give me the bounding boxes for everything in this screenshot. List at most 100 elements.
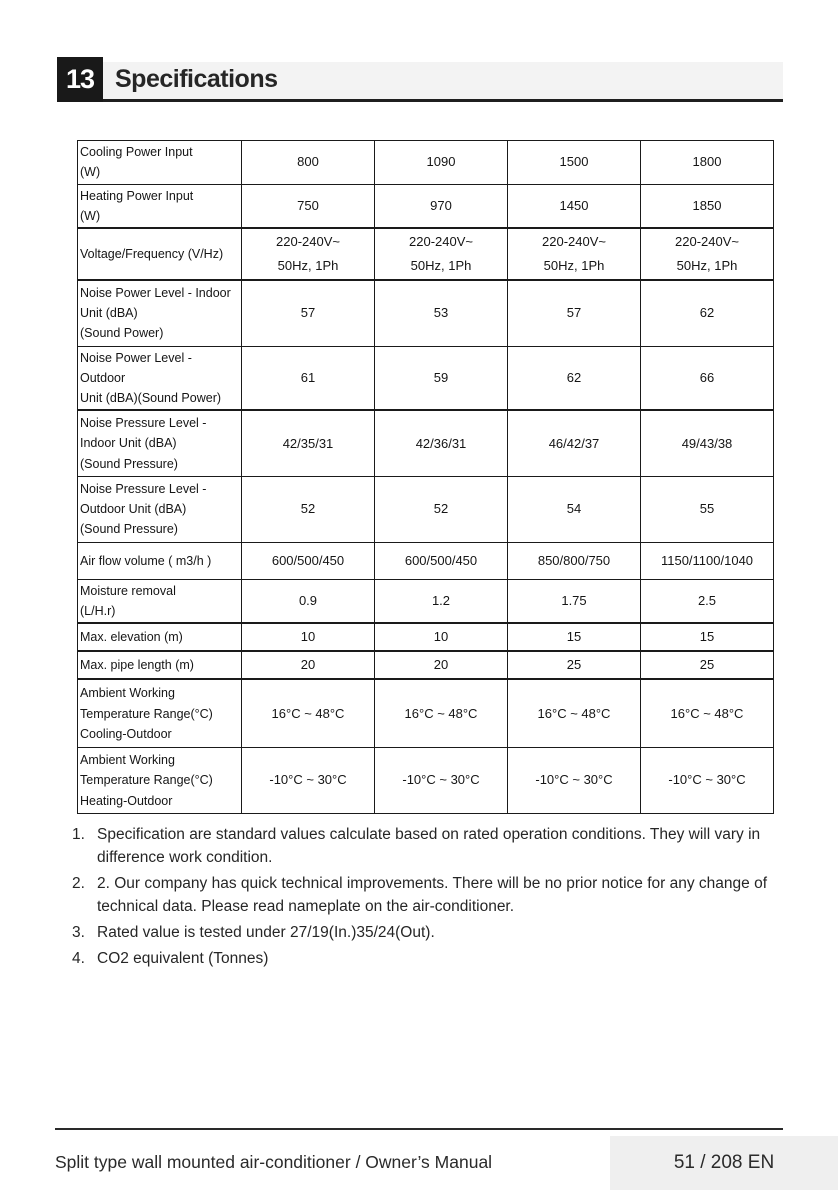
- spec-label-cell: Ambient Working Temperature Range(°C) Co…: [77, 678, 242, 748]
- spec-value-cell: -10°C ~ 30°C: [374, 746, 508, 814]
- spec-value-cell: 1850: [640, 183, 774, 229]
- note-number: 3.: [72, 924, 85, 941]
- spec-label-cell: Max. elevation (m): [77, 622, 242, 653]
- spec-value-cell: 25: [507, 650, 641, 681]
- spec-value-cell: 16°C ~ 48°C: [640, 678, 774, 748]
- spec-label-cell: Voltage/Frequency (V/Hz): [77, 227, 242, 282]
- section-number: 13: [65, 64, 95, 94]
- note-text: Specification are standard values calcul…: [97, 826, 761, 866]
- table-row: Ambient Working Temperature Range(°C) Co…: [77, 678, 774, 748]
- spec-value-cell: 970: [374, 183, 508, 229]
- spec-value-cell: 16°C ~ 48°C: [507, 678, 641, 748]
- section-title: Specifications: [115, 65, 278, 93]
- spec-label-cell: Max. pipe length (m): [77, 650, 242, 681]
- note-text: 2. Our company has quick technical impro…: [97, 875, 767, 915]
- spec-value-cell: 62: [507, 345, 641, 412]
- table-row: Heating Power Input (W) 750 970 1450 1850: [77, 183, 774, 229]
- spec-value-cell: 25: [640, 650, 774, 681]
- spec-value-cell: 600/500/450: [241, 541, 375, 580]
- table-row: Noise Pressure Level - Indoor Unit (dBA)…: [77, 409, 774, 477]
- spec-label-cell: Noise Pressure Level - Outdoor Unit (dBA…: [77, 475, 242, 543]
- spec-value-cell: 10: [241, 622, 375, 653]
- spec-value-cell: 15: [640, 622, 774, 653]
- spec-value-cell: 49/43/38: [640, 409, 774, 477]
- section-number-box: 13: [57, 57, 103, 102]
- spec-value-cell: 10: [374, 622, 508, 653]
- spec-value-cell: 62: [640, 279, 774, 347]
- spec-value-cell: 1500: [507, 140, 641, 185]
- spec-value-cell: 750: [241, 183, 375, 229]
- spec-value-cell: 800: [241, 140, 375, 185]
- spec-value-cell: 220-240V~ 50Hz, 1Ph: [241, 227, 375, 282]
- specs-table-body: Cooling Power Input (W) 800 1090 1500 1800 He…: [77, 140, 774, 814]
- spec-label-cell: Noise Power Level - Outdoor Unit (dBA)(S…: [77, 345, 242, 412]
- spec-label-cell: Cooling Power Input (W): [77, 140, 242, 185]
- table-row: Noise Pressure Level - Outdoor Unit (dBA…: [77, 475, 774, 543]
- footer-title: Split type wall mounted air-conditioner …: [55, 1152, 493, 1172]
- specs-table-wrap: Cooling Power Input (W) 800 1090 1500 1800 He…: [77, 140, 774, 814]
- spec-value-cell: 1450: [507, 183, 641, 229]
- table-row: Moisture removal (L/H.r) 0.9 1.2 1.75 2.5: [77, 578, 774, 625]
- note-text: Rated value is tested under 27/19(In.)35…: [97, 924, 435, 941]
- spec-label-cell: Heating Power Input (W): [77, 183, 242, 229]
- spec-value-cell: 220-240V~ 50Hz, 1Ph: [507, 227, 641, 282]
- spec-value-cell: 600/500/450: [374, 541, 508, 580]
- table-row: Noise Power Level - Outdoor Unit (dBA)(S…: [77, 345, 774, 412]
- spec-label-cell: Ambient Working Temperature Range(°C) He…: [77, 746, 242, 814]
- spec-value-cell: 53: [374, 279, 508, 347]
- note-number: 2.: [72, 875, 85, 892]
- spec-value-cell: 1.2: [374, 578, 508, 625]
- spec-value-cell: -10°C ~ 30°C: [640, 746, 774, 814]
- table-row: Ambient Working Temperature Range(°C) He…: [77, 746, 774, 814]
- table-row: Max. pipe length (m) 20 20 25 25: [77, 650, 774, 681]
- spec-value-cell: -10°C ~ 30°C: [507, 746, 641, 814]
- spec-value-cell: 16°C ~ 48°C: [374, 678, 508, 748]
- note-item: 4. CO2 equivalent (Tonnes): [60, 947, 786, 970]
- page-number: 51 / 208 EN: [673, 1152, 775, 1173]
- spec-value-cell: 2.5: [640, 578, 774, 625]
- spec-value-cell: 59: [374, 345, 508, 412]
- spec-value-cell: 20: [374, 650, 508, 681]
- spec-value-cell: 15: [507, 622, 641, 653]
- spec-value-cell: 20: [241, 650, 375, 681]
- spec-value-cell: 66: [640, 345, 774, 412]
- spec-value-cell: 16°C ~ 48°C: [241, 678, 375, 748]
- spec-value-cell: 61: [241, 345, 375, 412]
- spec-value-cell: 1.75: [507, 578, 641, 625]
- spec-value-cell: 850/800/750: [507, 541, 641, 580]
- spec-value-cell: 54: [507, 475, 641, 543]
- spec-value-cell: 1800: [640, 140, 774, 185]
- spec-value-cell: 57: [241, 279, 375, 347]
- spec-value-cell: 46/42/37: [507, 409, 641, 477]
- spec-label-cell: Moisture removal (L/H.r): [77, 578, 242, 625]
- table-row: Air flow volume ( m3/h ) 600/500/450 600/5…: [77, 541, 774, 580]
- notes-list: 1. Specification are standard values calc…: [60, 823, 786, 973]
- table-row: Max. elevation (m) 10 10 15 15: [77, 622, 774, 653]
- spec-value-cell: 0.9: [241, 578, 375, 625]
- table-row: Voltage/Frequency (V/Hz) 220-240V~ 50Hz, …: [77, 227, 774, 282]
- spec-label-cell: Air flow volume ( m3/h ): [77, 541, 242, 580]
- spec-value-cell: 55: [640, 475, 774, 543]
- specs-table: Cooling Power Input (W) 800 1090 1500 1800 He…: [77, 140, 774, 814]
- spec-value-cell: 220-240V~ 50Hz, 1Ph: [640, 227, 774, 282]
- spec-value-cell: 1150/1100/1040: [640, 541, 774, 580]
- spec-value-cell: 52: [241, 475, 375, 543]
- spec-value-cell: 220-240V~ 50Hz, 1Ph: [374, 227, 508, 282]
- table-row: Cooling Power Input (W) 800 1090 1500 1800: [77, 140, 774, 185]
- spec-value-cell: -10°C ~ 30°C: [241, 746, 375, 814]
- spec-label-cell: Noise Power Level - Indoor Unit (dBA) (S…: [77, 279, 242, 347]
- page-number-box: 51 / 208 EN: [610, 1136, 838, 1190]
- spec-value-cell: 42/35/31: [241, 409, 375, 477]
- spec-value-cell: 57: [507, 279, 641, 347]
- table-row: Noise Power Level - Indoor Unit (dBA) (S…: [77, 279, 774, 347]
- note-item: 1. Specification are standard values calc…: [60, 823, 786, 869]
- spec-value-cell: 42/36/31: [374, 409, 508, 477]
- note-item: 2. 2. Our company has quick technical imp…: [60, 872, 786, 918]
- spec-value-cell: 1090: [374, 140, 508, 185]
- note-number: 4.: [72, 950, 85, 967]
- note-number: 1.: [72, 826, 85, 843]
- spec-label-cell: Noise Pressure Level - Indoor Unit (dBA)…: [77, 409, 242, 477]
- note-text: CO2 equivalent (Tonnes): [97, 950, 269, 967]
- note-item: 3. Rated value is tested under 27/19(In.)…: [60, 921, 786, 944]
